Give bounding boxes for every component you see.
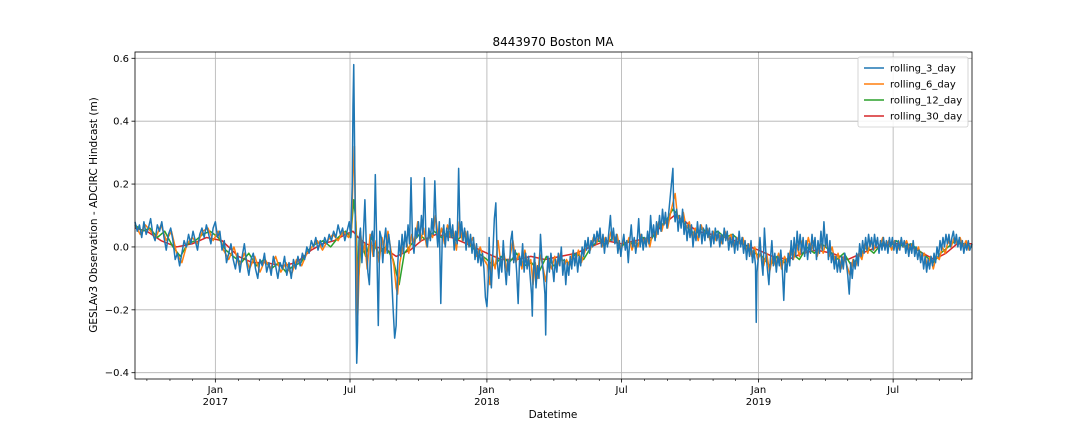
- legend-label: rolling_12_day: [890, 96, 962, 107]
- y-tick-label: −0.2: [105, 305, 129, 316]
- x-tick-year-label: 2017: [203, 397, 228, 408]
- legend-box: [857, 56, 969, 128]
- x-tick-year-label: 2018: [474, 397, 499, 408]
- grid-layer: [135, 52, 972, 379]
- legend-label: rolling_3_day: [890, 64, 956, 75]
- legend-label: rolling_30_day: [890, 112, 962, 123]
- x-tick-label: Jan: [478, 385, 494, 396]
- x-tick-label: Jan: [750, 385, 766, 396]
- x-tick-label: Jul: [343, 385, 356, 396]
- x-tick-label: Jan: [207, 385, 223, 396]
- x-tick-label: Jul: [886, 385, 899, 396]
- legend: rolling_3_day rolling_6_day rolling_12_day…: [857, 56, 969, 128]
- y-tick-label: 0.4: [113, 117, 129, 128]
- y-tick-label: 0.6: [113, 54, 129, 65]
- y-tick-label: 0.2: [113, 180, 129, 191]
- series-line-rolling-3-day: [134, 63, 973, 365]
- y-tick-label: 0.0: [113, 242, 129, 253]
- legend-label: rolling_6_day: [890, 80, 956, 91]
- x-tick-year-label: 2019: [746, 397, 771, 408]
- x-axis-label: Datetime: [529, 409, 578, 421]
- x-tick-label: Jul: [615, 385, 628, 396]
- y-tick-label: −0.4: [105, 368, 129, 379]
- y-axis-label: GESLAv3 Observation - ADCIRC Hindcast (m…: [88, 97, 100, 333]
- series-layer: [134, 63, 973, 365]
- plot-frame: [134, 51, 973, 380]
- chart-title: 8443970 Boston MA: [492, 35, 614, 49]
